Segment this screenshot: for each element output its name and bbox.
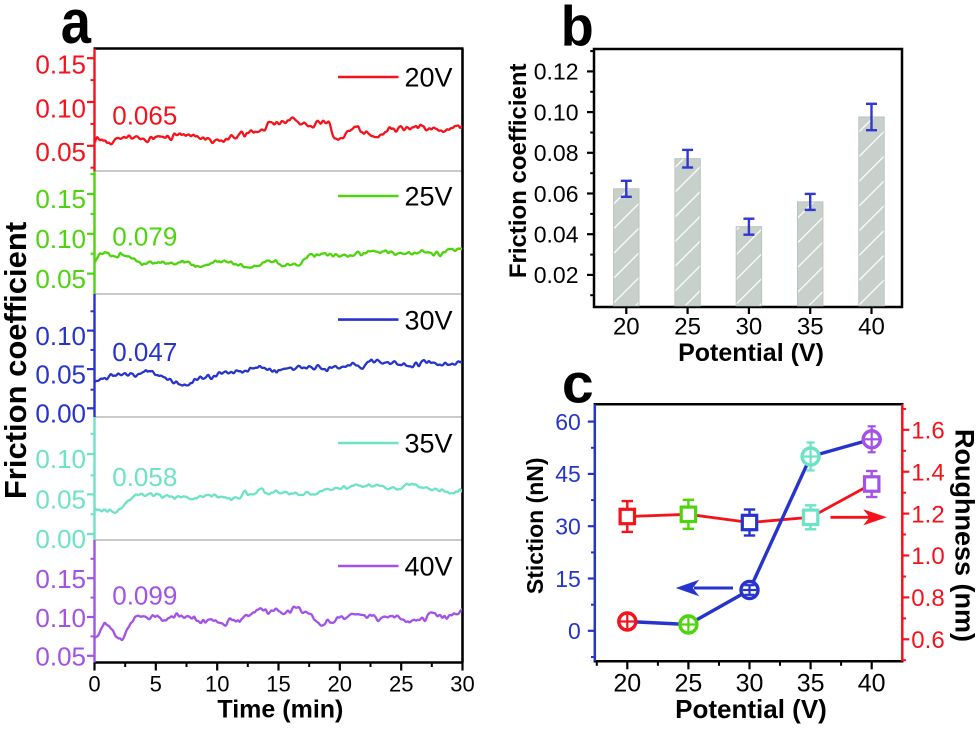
svg-text:0.05: 0.05 — [35, 485, 86, 515]
svg-text:0: 0 — [568, 618, 581, 644]
svg-text:45: 45 — [555, 461, 581, 487]
svg-text:Friction coefficient: Friction coefficient — [0, 222, 33, 499]
svg-text:Time (min): Time (min) — [217, 696, 343, 724]
svg-text:0: 0 — [88, 672, 100, 697]
svg-text:35: 35 — [797, 670, 825, 698]
svg-text:20: 20 — [328, 672, 352, 697]
svg-text:0.04: 0.04 — [534, 222, 579, 248]
svg-text:1.0: 1.0 — [911, 543, 944, 570]
svg-text:25V: 25V — [405, 182, 453, 212]
svg-text:Potential (V): Potential (V) — [675, 694, 827, 724]
svg-text:0.15: 0.15 — [35, 50, 86, 80]
svg-text:0.12: 0.12 — [534, 59, 579, 85]
svg-text:1.4: 1.4 — [911, 459, 944, 486]
svg-text:30: 30 — [450, 672, 474, 697]
svg-text:Roughness (nm): Roughness (nm) — [950, 429, 980, 642]
svg-text:c: c — [562, 352, 594, 414]
svg-text:20V: 20V — [405, 63, 453, 93]
svg-text:0.15: 0.15 — [35, 184, 86, 214]
svg-text:35: 35 — [797, 314, 824, 341]
svg-text:0.10: 0.10 — [35, 93, 86, 123]
svg-text:0.10: 0.10 — [35, 444, 86, 474]
svg-text:Potential (V): Potential (V) — [678, 339, 824, 367]
svg-text:40: 40 — [858, 670, 886, 698]
svg-text:30: 30 — [736, 314, 763, 341]
svg-text:30: 30 — [736, 670, 764, 698]
svg-text:0.079: 0.079 — [112, 221, 177, 251]
svg-text:30V: 30V — [405, 305, 453, 335]
svg-text:10: 10 — [205, 672, 229, 697]
svg-text:25: 25 — [674, 314, 701, 341]
svg-text:0.05: 0.05 — [35, 137, 86, 167]
svg-text:0.058: 0.058 — [112, 462, 177, 492]
svg-text:0.00: 0.00 — [35, 524, 86, 554]
svg-text:0.099: 0.099 — [112, 581, 177, 611]
svg-text:15: 15 — [266, 672, 290, 697]
svg-text:60: 60 — [555, 409, 581, 435]
svg-text:0.05: 0.05 — [35, 359, 86, 389]
svg-text:1.2: 1.2 — [911, 501, 944, 528]
svg-text:5: 5 — [150, 672, 162, 697]
svg-text:0.08: 0.08 — [534, 140, 579, 166]
svg-text:0.00: 0.00 — [35, 399, 86, 429]
svg-text:Friction coefficient: Friction coefficient — [505, 63, 532, 278]
svg-text:0.10: 0.10 — [534, 99, 579, 125]
svg-text:b: b — [561, 0, 594, 57]
svg-text:40V: 40V — [405, 552, 453, 582]
svg-text:0.10: 0.10 — [35, 603, 86, 633]
svg-text:a: a — [61, 0, 92, 57]
svg-text:0.05: 0.05 — [35, 642, 86, 672]
svg-text:1.6: 1.6 — [911, 418, 944, 445]
svg-text:0.8: 0.8 — [911, 585, 944, 612]
svg-text:20: 20 — [613, 314, 640, 341]
svg-text:25: 25 — [389, 672, 413, 697]
svg-text:0.15: 0.15 — [35, 564, 86, 594]
svg-text:15: 15 — [555, 566, 581, 592]
svg-text:0.06: 0.06 — [534, 181, 579, 207]
svg-text:30: 30 — [555, 514, 581, 540]
svg-text:20: 20 — [613, 670, 641, 698]
svg-text:35V: 35V — [405, 429, 453, 459]
svg-text:Stiction (nN): Stiction (nN) — [522, 457, 548, 594]
svg-text:0.047: 0.047 — [112, 337, 177, 367]
svg-text:0.065: 0.065 — [112, 101, 177, 131]
svg-text:0.05: 0.05 — [35, 264, 86, 294]
svg-text:0.10: 0.10 — [35, 224, 86, 254]
svg-text:40: 40 — [858, 314, 885, 341]
svg-text:0.6: 0.6 — [911, 627, 944, 654]
svg-text:25: 25 — [674, 670, 702, 698]
svg-text:0.10: 0.10 — [35, 321, 86, 351]
svg-text:0.02: 0.02 — [534, 262, 579, 288]
